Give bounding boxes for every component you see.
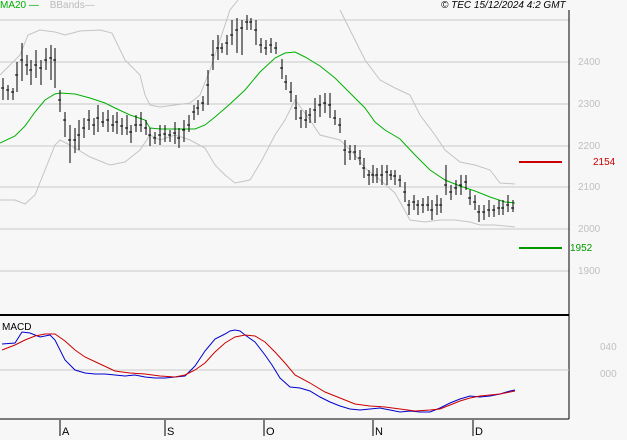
y-tick-2300: 2300: [578, 99, 601, 110]
x-tick-aug: A: [62, 426, 70, 438]
x-axis-ticks: [59, 420, 474, 436]
y-tick-2000: 2000: [578, 224, 601, 235]
x-tick-dec: D: [475, 426, 483, 438]
bb-upper: [0, 0, 239, 108]
macd-signal-line: [1, 333, 516, 412]
legend-bbands: BBands: [49, 0, 85, 11]
ma20-line: [0, 51, 516, 204]
support-label: 1952: [570, 243, 593, 254]
macd-tick-000: 000: [600, 369, 617, 380]
y-tick-1900: 1900: [578, 266, 601, 277]
resistance-label: 2154: [593, 157, 616, 168]
macd-tick-040: 040: [600, 342, 617, 353]
chart-legend: MA20 — BBands—: [0, 0, 95, 11]
y-tick-2100: 2100: [578, 182, 601, 193]
y-tick-2400: 2400: [578, 57, 601, 68]
price-bars: [1, 15, 514, 222]
x-tick-sep: S: [167, 426, 175, 438]
legend-bbands-swatch: —: [84, 0, 95, 11]
macd-title: MACD: [2, 322, 32, 333]
x-tick-nov: N: [375, 426, 383, 438]
legend-ma20: MA20: [0, 0, 27, 11]
y-tick-2200: 2200: [578, 141, 601, 152]
x-tick-oct: O: [266, 426, 275, 438]
bb-lower: [0, 99, 516, 228]
legend-ma20-swatch: —: [26, 0, 39, 11]
macd-line: [1, 329, 516, 413]
price-gridlines: [0, 19, 569, 272]
chart-credit: © TEC 15/12/2024 4:2 GMT: [441, 0, 566, 11]
bb-upper-2: [339, 9, 516, 185]
